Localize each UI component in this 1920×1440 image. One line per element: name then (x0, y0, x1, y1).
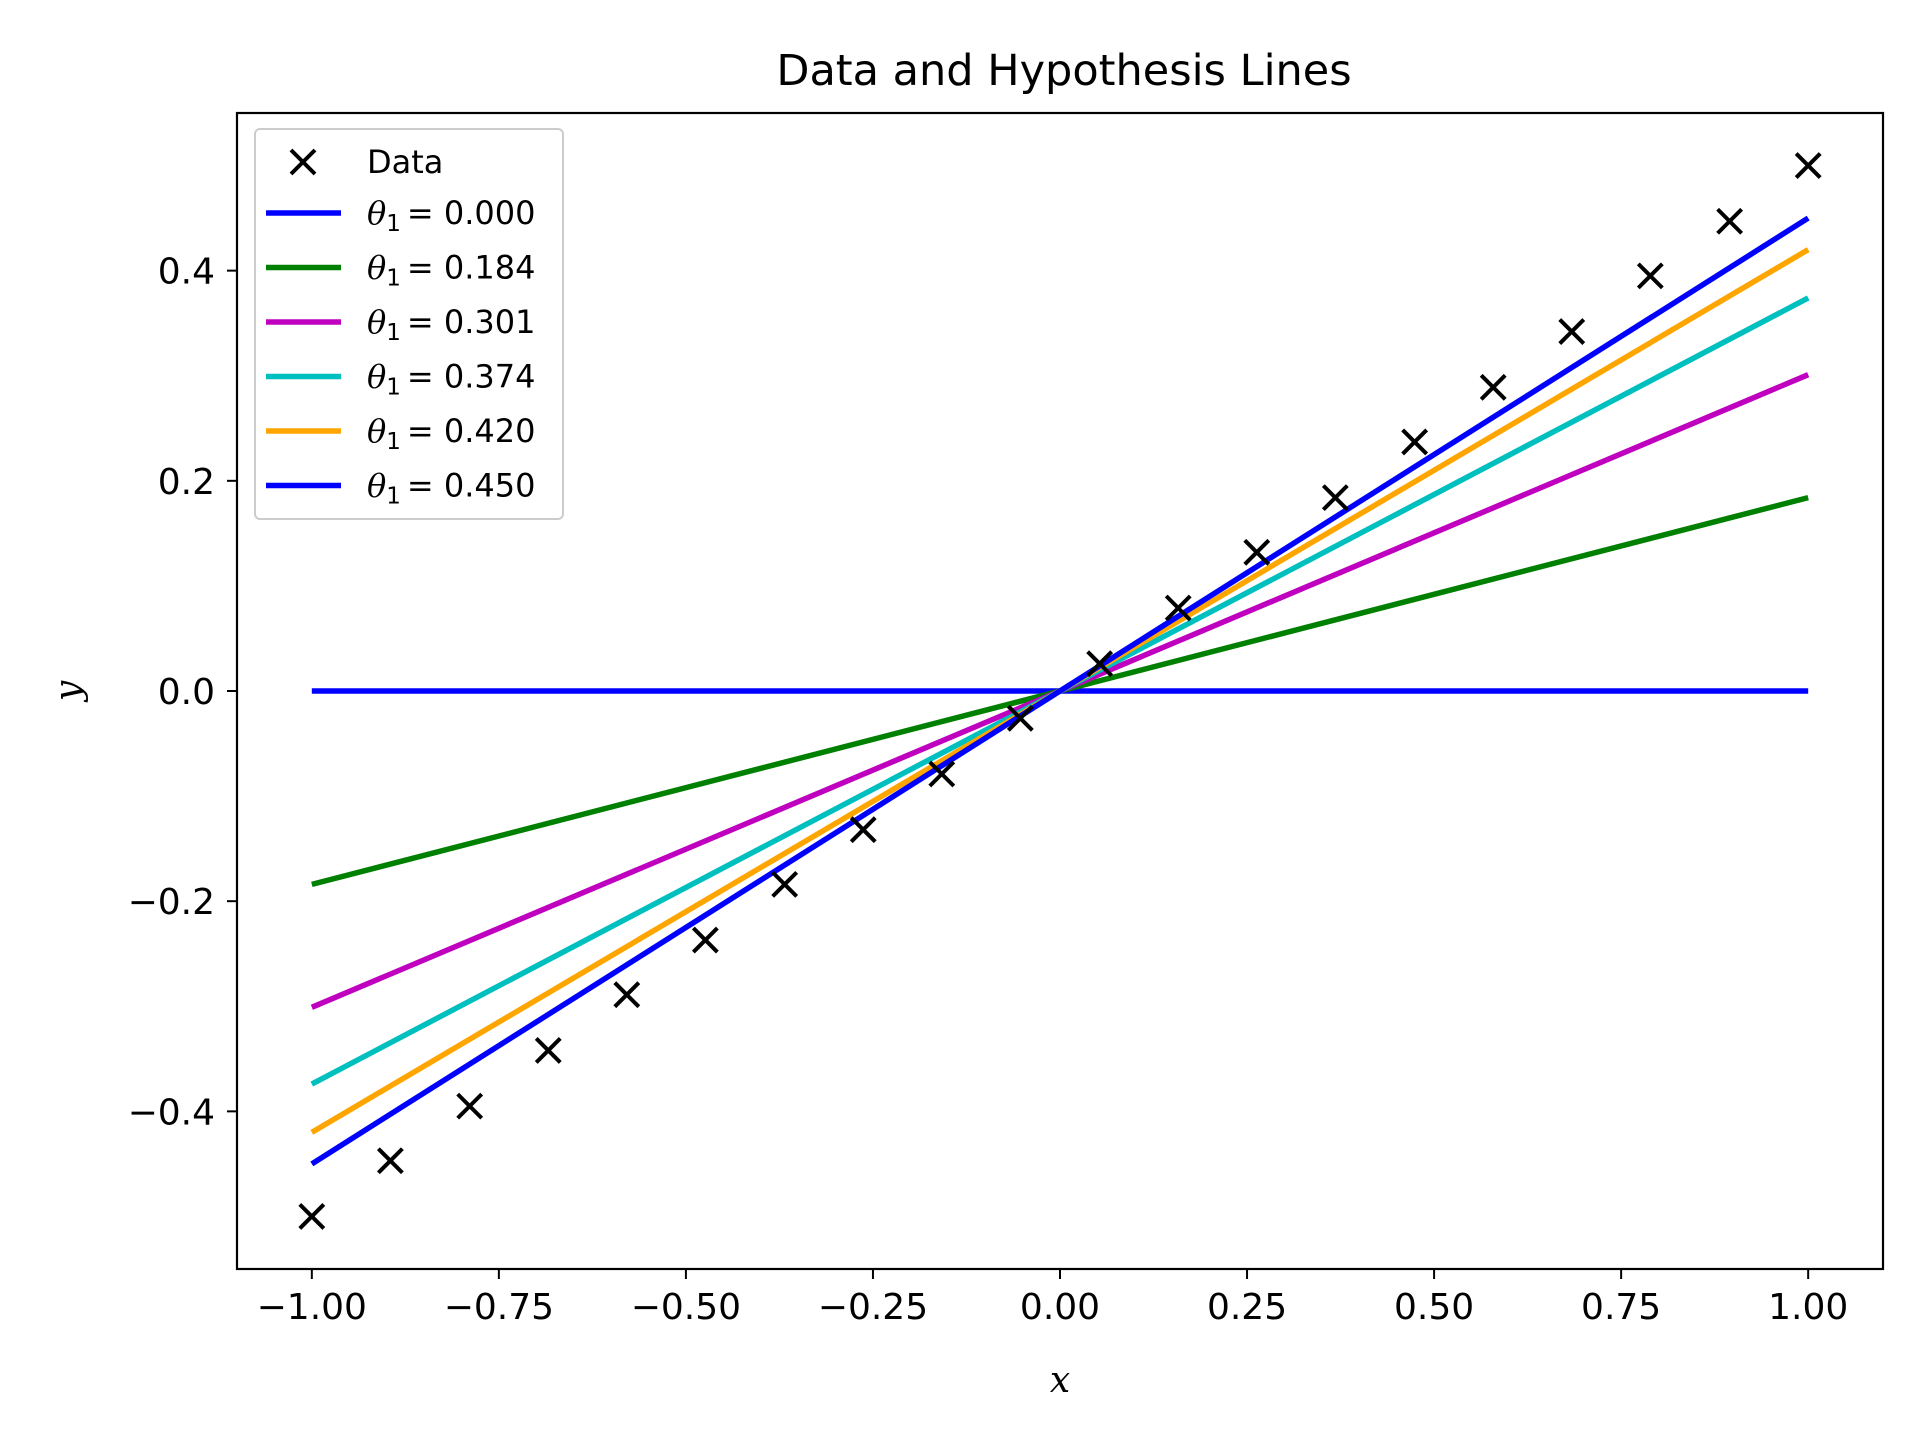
legend-entry-5: θ1 = 0.450 (266, 467, 536, 510)
data-point (771, 870, 799, 898)
x-tick-label: −0.75 (444, 1287, 554, 1328)
legend-entry-4: θ1 = 0.420 (266, 412, 536, 455)
plot-points (298, 152, 1822, 1230)
x-tick-label: 0.25 (1207, 1287, 1287, 1328)
data-point (376, 1147, 404, 1175)
y-tick-label: 0.0 (158, 672, 215, 713)
data-point (1086, 650, 1114, 678)
data-point (1006, 704, 1034, 732)
data-point (1716, 207, 1744, 235)
x-tick-label: 0.50 (1394, 1287, 1474, 1328)
series-line-5 (310, 215, 1810, 1167)
x-axis: −1.00 −0.75 −0.50 −0.25 0.00 0.25 0.50 0.75 1.00 (257, 1269, 1848, 1328)
data-point (456, 1092, 484, 1120)
legend-entry-data: Data (289, 143, 443, 181)
data-point (1243, 538, 1271, 566)
chart-title: Data and Hypothesis Lines (776, 46, 1351, 96)
legend-entry-1: θ1 = 0.184 (266, 249, 536, 292)
legend-entry-3: θ1 = 0.374 (266, 358, 536, 401)
data-point (849, 816, 877, 844)
data-point (928, 760, 956, 788)
data-point (1479, 373, 1507, 401)
y-axis: −0.4 −0.2 0.0 0.2 0.4 (128, 252, 237, 1133)
x-tick-label: 1.00 (1768, 1287, 1848, 1328)
data-point (1636, 262, 1664, 290)
legend-box (254, 128, 564, 520)
legend-label-0: θ1 = 0.000 (367, 194, 536, 237)
legend-label-data: Data (367, 143, 443, 181)
data-point (1558, 318, 1586, 346)
legend: Data θ1 = 0.000 θ1 = 0.184 θ1 = 0.301 θ1 = 0.374… (254, 128, 564, 520)
data-point (1401, 428, 1429, 456)
data-point (613, 981, 641, 1009)
plot-lines (310, 215, 1810, 1167)
legend-entry-0: θ1 = 0.000 (266, 194, 536, 237)
data-point (1321, 484, 1349, 512)
legend-label-3: θ1 = 0.374 (367, 358, 536, 401)
y-tick-label: −0.2 (128, 882, 215, 923)
legend-label-2: θ1 = 0.301 (367, 303, 536, 346)
data-point (1164, 594, 1192, 622)
x-tick-label: −1.00 (257, 1287, 367, 1328)
x-tick-label: −0.50 (631, 1287, 741, 1328)
data-point (534, 1036, 562, 1064)
x-tick-label: 0.00 (1020, 1287, 1100, 1328)
y-tick-label: 0.2 (158, 462, 215, 503)
data-point (298, 1203, 326, 1230)
data-point (691, 926, 719, 954)
x-axis-label: x (1050, 1360, 1070, 1401)
x-tick-label: 0.75 (1581, 1287, 1661, 1328)
y-tick-label: 0.4 (158, 252, 215, 293)
y-axis-label: y (48, 680, 89, 703)
legend-label-5: θ1 = 0.450 (367, 467, 536, 510)
y-tick-label: −0.4 (128, 1092, 215, 1133)
legend-label-1: θ1 = 0.184 (367, 249, 536, 292)
legend-label-4: θ1 = 0.420 (367, 412, 536, 455)
legend-entry-2: θ1 = 0.301 (266, 303, 536, 346)
x-tick-label: −0.25 (818, 1287, 928, 1328)
data-point (1794, 152, 1822, 179)
